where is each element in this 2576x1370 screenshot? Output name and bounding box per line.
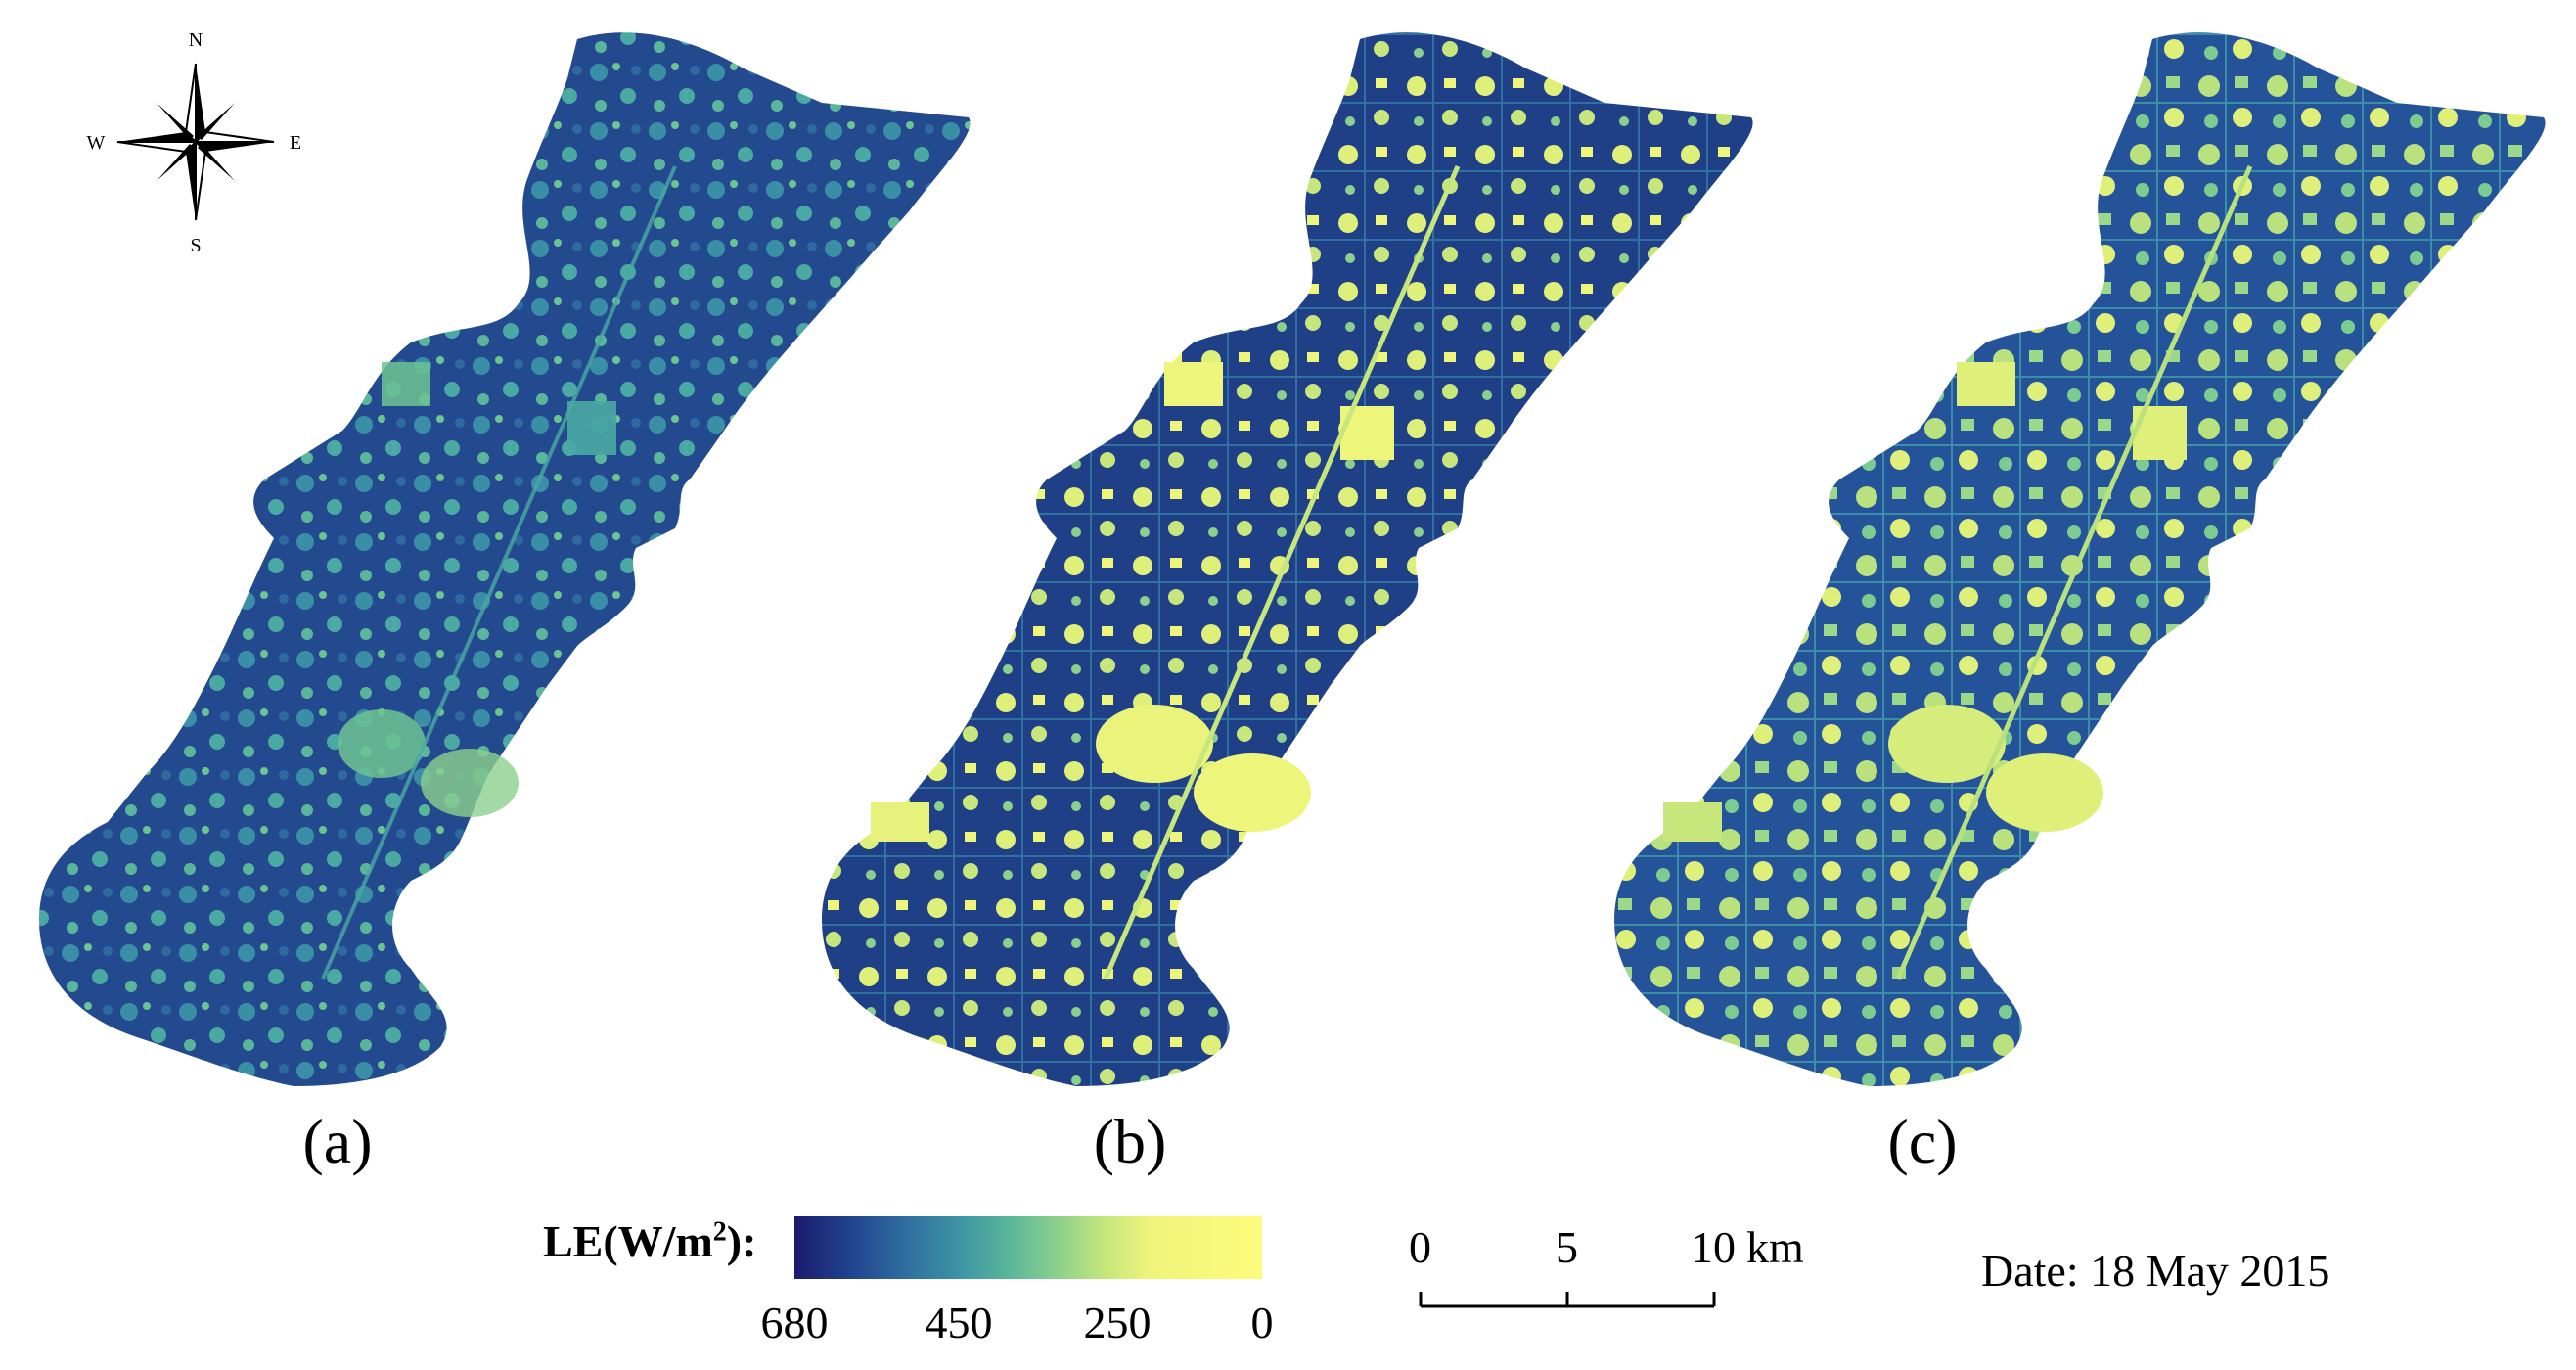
scale-tick-5: 5 — [1556, 1222, 1578, 1272]
legend-tick-0: 0 — [1250, 1298, 1274, 1347]
scale-unit: km — [1746, 1222, 1804, 1272]
legend-tick-680: 680 — [760, 1298, 829, 1347]
compass-n: N — [189, 29, 203, 51]
compass-s: S — [190, 235, 201, 256]
compass-rose-icon: N S E W — [87, 29, 302, 256]
panel-label-c: (c) — [1887, 1107, 1958, 1176]
scale-tick-10: 10 — [1691, 1222, 1736, 1272]
map-panel-b — [822, 32, 1753, 1086]
legend-title: LE(W/m2): — [543, 1215, 756, 1267]
compass-e: E — [290, 132, 301, 154]
date-label: Date: 18 May 2015 — [1981, 1246, 2330, 1296]
legend-title-sup: 2 — [712, 1216, 727, 1248]
map-panel-a — [39, 32, 971, 1086]
legend-tick-450: 450 — [925, 1298, 993, 1347]
compass-w: W — [87, 132, 106, 154]
legend-colorbar — [794, 1216, 1262, 1279]
panel-label-a: (a) — [302, 1107, 373, 1176]
legend-tick-250: 250 — [1083, 1298, 1152, 1347]
map-panel-c — [1614, 32, 2546, 1086]
legend-title-main: LE(W/m — [543, 1216, 713, 1266]
legend-title-end: ): — [726, 1216, 757, 1266]
panel-label-b: (b) — [1093, 1107, 1167, 1176]
scale-bar — [1419, 1292, 1716, 1308]
scale-tick-0: 0 — [1409, 1222, 1431, 1272]
